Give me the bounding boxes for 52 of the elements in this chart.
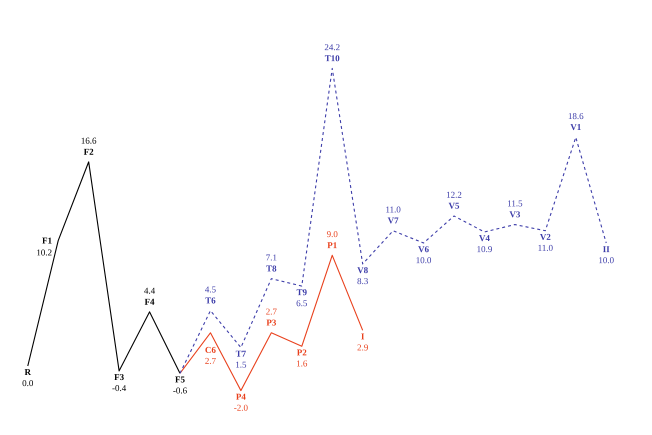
data-label: -0.6	[173, 387, 187, 394]
annotation: P2	[296, 349, 306, 356]
annotation: T8	[266, 265, 276, 272]
annotation: V4	[479, 235, 490, 242]
annotation: T6	[205, 297, 216, 304]
data-label: 11.0	[538, 244, 553, 251]
data-label: -0.4	[112, 385, 126, 392]
annotation: V2	[540, 234, 550, 240]
annotation: II	[603, 246, 610, 252]
annotation: V3	[510, 211, 520, 218]
data-label: 11.0	[386, 206, 400, 213]
data-label: 2.7	[266, 308, 277, 315]
data-label: 24.2	[324, 44, 340, 50]
text: P4	[236, 394, 246, 400]
data-label: 18.6	[568, 113, 584, 120]
data-label: 16.6	[82, 138, 96, 144]
data-label: 7.1	[266, 254, 276, 261]
annotation: V7	[388, 218, 398, 224]
data-label: 6.5	[296, 300, 308, 306]
data-label: 10.9	[477, 246, 492, 252]
data-label: 0.0	[22, 380, 34, 386]
annotation: F4	[144, 298, 154, 305]
annotation: V5	[448, 202, 460, 209]
annotation: V6	[418, 246, 429, 252]
annotation: I	[361, 334, 364, 340]
annotation: P3	[266, 320, 276, 326]
data-label: 10.0	[599, 257, 614, 264]
annotation: F2	[84, 148, 94, 155]
data-label: 2.9	[357, 344, 368, 351]
data-label: -2.0	[234, 404, 248, 411]
data-label: 1.5	[236, 362, 246, 368]
data-label: 10.0	[416, 257, 432, 264]
annotation: V8	[357, 267, 368, 274]
annotation: F3	[114, 374, 124, 380]
text: T10	[324, 55, 340, 62]
annotation: T7	[236, 350, 246, 357]
data-label: 8.3	[357, 278, 368, 284]
annotation: T9	[296, 289, 307, 296]
annotation: F1	[42, 238, 52, 244]
data-label: 4.5	[205, 286, 216, 293]
annotation: V1	[570, 124, 581, 130]
data-label: 4.4	[144, 288, 156, 294]
annotation: C6	[205, 346, 216, 353]
annotation: P1	[327, 242, 337, 248]
data-label: 11.5	[508, 200, 522, 206]
annotation: F5	[175, 376, 185, 382]
data-label: 1.6	[296, 360, 308, 367]
data-label: 12.2	[446, 192, 462, 198]
annotation: R	[24, 369, 32, 376]
data-label: 9.0	[326, 231, 338, 238]
data-label: 2.7	[205, 358, 216, 364]
data-label: 10.2	[37, 249, 52, 256]
